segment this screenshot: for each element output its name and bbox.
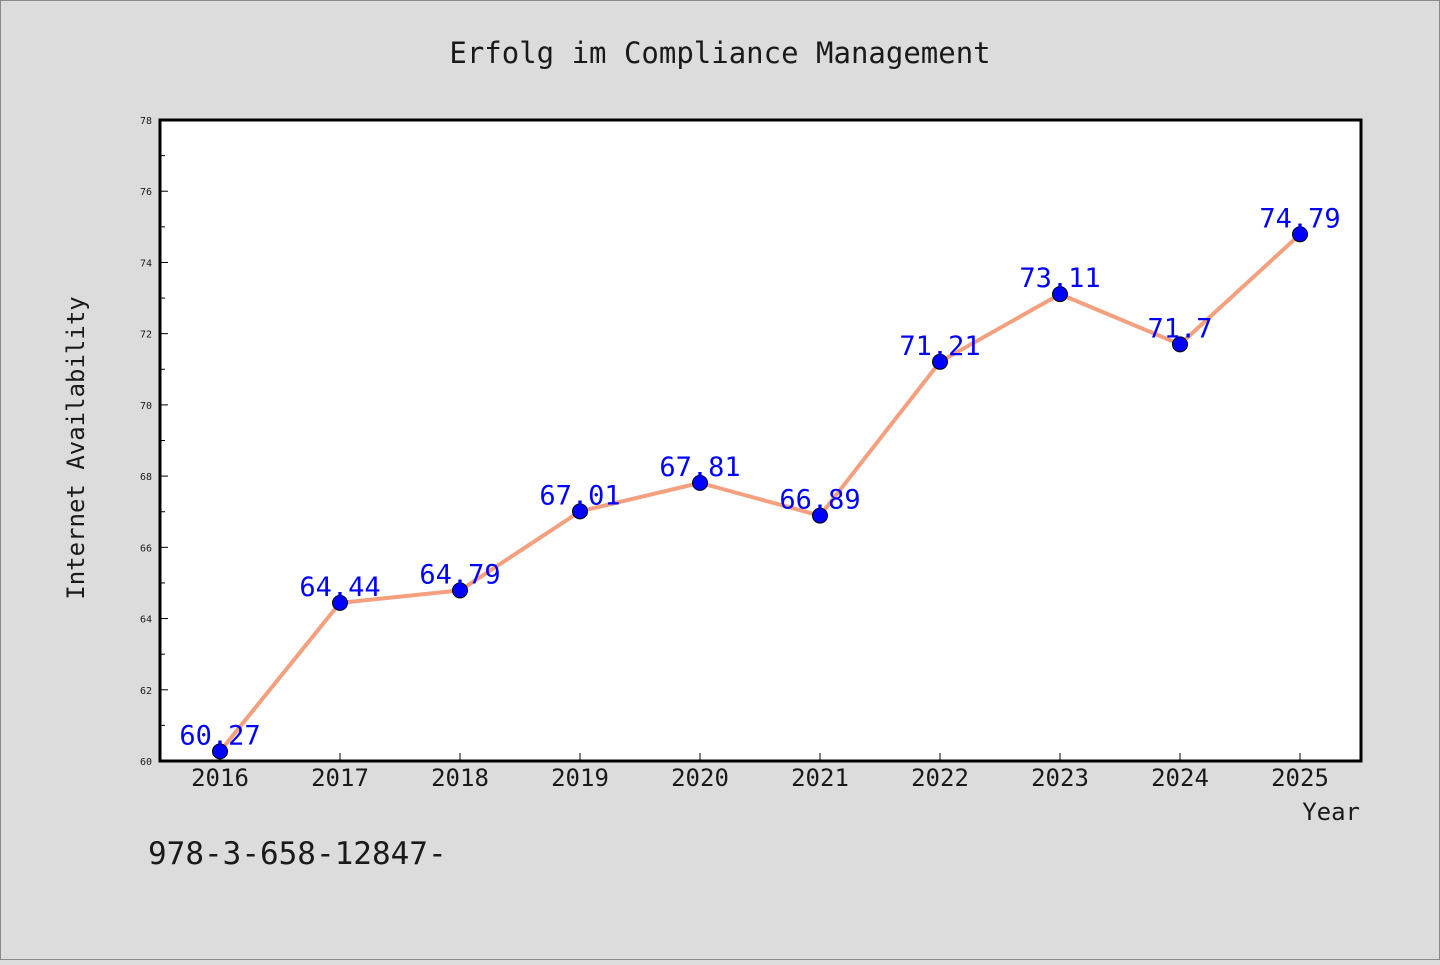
data-label: 71.21 — [899, 331, 980, 362]
data-label: 67.81 — [659, 452, 740, 483]
y-tick-label: 68 — [140, 472, 152, 483]
y-tick-label: 60 — [140, 757, 152, 768]
data-point — [1292, 226, 1308, 243]
data-point — [812, 507, 828, 524]
chart-title: Erfolg im Compliance Management — [449, 36, 990, 70]
data-label: 73.11 — [1019, 263, 1100, 294]
data-point — [1052, 286, 1068, 303]
y-tick-label: 78 — [140, 116, 152, 127]
data-label: 66.89 — [779, 485, 860, 516]
x-tick-label: 2016 — [191, 764, 249, 792]
x-tick-label: 2017 — [311, 764, 369, 792]
x-tick-label: 2018 — [431, 764, 489, 792]
footer-text: 978-3-658-12847- — [148, 836, 447, 872]
data-labels: 60.27 64.44 64.79 67.01 67.81 66.89 71.21 73.11… — [179, 203, 1340, 751]
y-tick-label: 72 — [140, 330, 152, 341]
x-tick-label: 2024 — [1151, 764, 1209, 792]
y-tick-label: 62 — [140, 686, 152, 697]
y-tick-label: 70 — [140, 401, 152, 412]
x-tick-label: 2021 — [791, 764, 849, 792]
plot-frame — [158, 118, 1363, 763]
data-point — [1172, 336, 1188, 353]
y-tick-label: 66 — [140, 543, 152, 554]
data-label: 60.27 — [179, 720, 260, 751]
data-point — [212, 743, 228, 760]
data-point — [932, 353, 948, 370]
data-label: 71.7 — [1147, 313, 1212, 344]
series-line — [218, 232, 1302, 753]
y-tick-label: 64 — [140, 615, 152, 626]
x-tick-label: 2020 — [671, 764, 729, 792]
x-tick-label: 2019 — [551, 764, 609, 792]
x-tick-label: 2023 — [1031, 764, 1089, 792]
data-label: 64.44 — [299, 572, 380, 603]
y-axis-label: Internet Availability — [62, 296, 90, 599]
x-axis: 2016 2017 2018 2019 2020 2021 2022 2023 2024 2025 — [191, 753, 1329, 792]
y-tick-label: 76 — [140, 187, 152, 198]
data-point — [692, 474, 708, 491]
data-point — [572, 503, 588, 520]
y-tick-label: 74 — [140, 258, 152, 269]
x-tick-label: 2022 — [911, 764, 969, 792]
data-point — [452, 582, 468, 599]
data-label: 74.79 — [1259, 203, 1340, 234]
plot-area — [160, 120, 1361, 761]
data-label: 64.79 — [419, 559, 500, 590]
series-group — [212, 226, 1308, 760]
data-label: 67.01 — [539, 480, 620, 511]
x-axis-label: Year — [1302, 798, 1360, 826]
x-tick-label: 2025 — [1271, 764, 1329, 792]
data-point — [332, 594, 348, 611]
